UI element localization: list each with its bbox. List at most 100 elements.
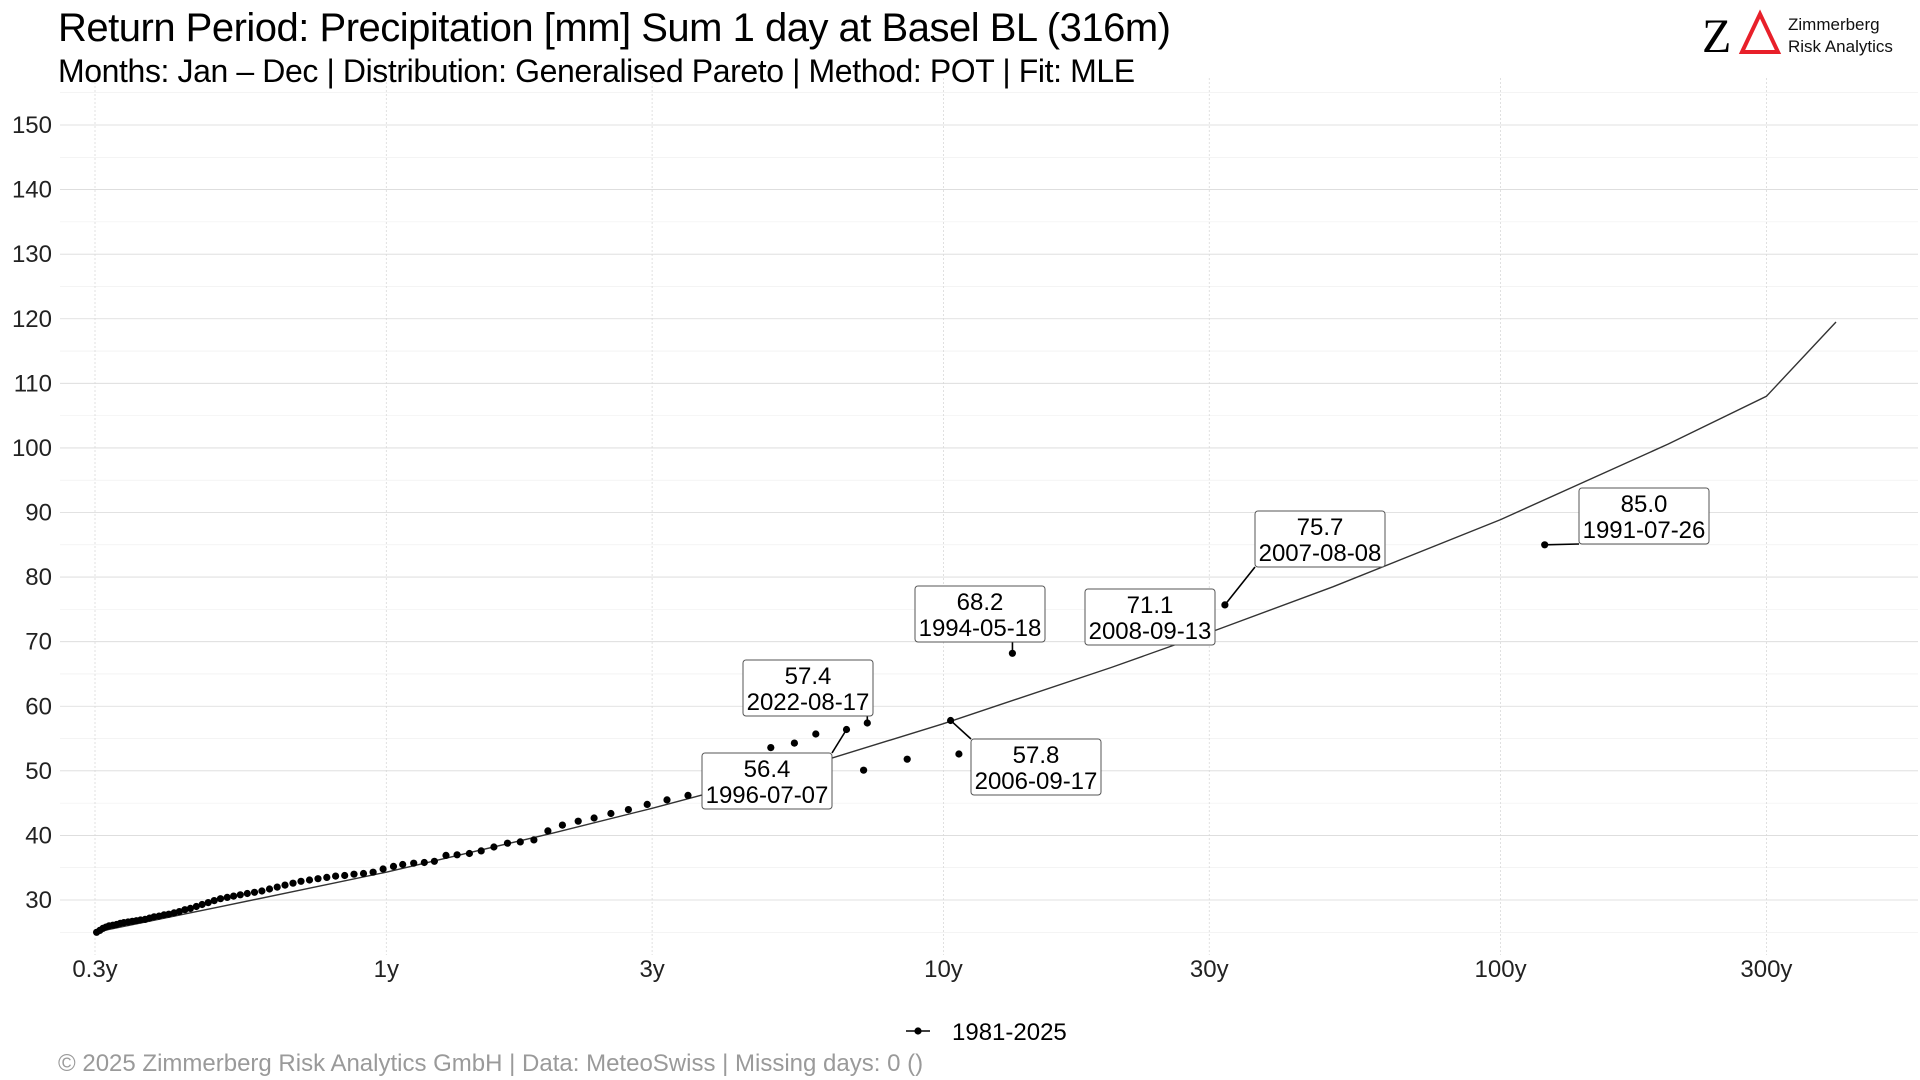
data-point xyxy=(181,906,189,914)
data-point xyxy=(350,870,358,878)
data-point xyxy=(442,851,450,860)
data-point xyxy=(236,891,244,899)
data-point xyxy=(503,839,512,847)
annotation-value: 71.1 xyxy=(1127,592,1174,619)
data-point xyxy=(643,800,651,809)
x-axis-ticks: 0.3y 1y 3y 10y 30y 100y 300y xyxy=(72,956,1792,983)
y-tick-label: 100 xyxy=(12,435,52,462)
data-point xyxy=(790,739,799,747)
data-point xyxy=(558,821,567,829)
y-tick-label: 80 xyxy=(25,564,52,591)
data-point xyxy=(410,859,418,867)
data-point xyxy=(243,889,251,898)
y-tick-label: 140 xyxy=(12,177,52,204)
chart-header: Return Period: Precipitation [mm] Sum 1 … xyxy=(58,4,1171,90)
x-tick-label: 30y xyxy=(1190,956,1229,983)
data-point xyxy=(323,873,331,882)
company-logo: Z Zimmerberg Risk Analytics xyxy=(1702,9,1893,62)
data-point xyxy=(273,883,281,891)
annotation-box xyxy=(970,738,1102,796)
data-point xyxy=(767,744,775,752)
annotation-box xyxy=(1254,510,1386,568)
data-point xyxy=(574,817,582,825)
data-point xyxy=(903,755,911,763)
annotation-leader xyxy=(950,719,972,740)
data-point xyxy=(379,865,387,873)
footer-credit: © 2025 Zimmerberg Risk Analytics GmbH | … xyxy=(58,1050,924,1077)
data-point xyxy=(860,766,868,774)
data-point xyxy=(663,796,671,804)
y-tick-label: 110 xyxy=(14,370,52,397)
y-tick-label: 150 xyxy=(12,112,52,139)
x-tick-label: 3y xyxy=(639,956,664,983)
annotation-leader xyxy=(1224,566,1256,606)
data-points xyxy=(93,541,1549,936)
y-tick-label: 120 xyxy=(12,306,52,333)
data-point xyxy=(297,877,305,885)
data-point xyxy=(175,908,183,916)
data-point xyxy=(305,876,314,884)
legend: 1981-2025 xyxy=(906,1019,1067,1046)
annotation-date: 2006-09-17 xyxy=(975,768,1098,795)
y-tick-label: 60 xyxy=(25,693,52,720)
y-tick-label: 50 xyxy=(25,758,52,785)
y-tick-label: 90 xyxy=(25,500,52,527)
y-tick-label: 40 xyxy=(25,822,52,849)
annotation-box xyxy=(742,659,874,717)
data-point xyxy=(230,892,238,900)
data-point xyxy=(281,881,289,889)
data-point xyxy=(430,857,438,865)
chart-subtitle: Months: Jan – Dec | Distribution: Genera… xyxy=(58,53,1135,89)
data-point xyxy=(216,895,225,903)
annotation-leader xyxy=(831,729,848,754)
data-point xyxy=(223,893,231,902)
data-point xyxy=(399,860,407,869)
data-point xyxy=(314,875,322,883)
data-point xyxy=(684,791,692,800)
data-point xyxy=(389,862,398,871)
chart-title: Return Period: Precipitation [mm] Sum 1 … xyxy=(58,6,1171,50)
y-axis-ticks: 30 40 50 60 70 80 90 100 110 120 130 140 150 xyxy=(12,112,52,914)
data-point xyxy=(607,809,615,818)
data-point xyxy=(1008,649,1017,657)
data-point xyxy=(544,827,552,835)
annotation-date: 2007-08-08 xyxy=(1259,540,1382,567)
data-point xyxy=(477,847,485,855)
logo-line1: Zimmerberg xyxy=(1788,15,1880,34)
x-tick-label: 10y xyxy=(924,956,963,983)
x-tick-label: 300y xyxy=(1740,956,1792,983)
data-point xyxy=(186,904,194,913)
data-point xyxy=(530,836,538,844)
data-point xyxy=(420,858,428,867)
legend-label: 1981-2025 xyxy=(952,1019,1067,1046)
legend-dot-marker xyxy=(914,1027,922,1035)
x-tick-label: 1y xyxy=(374,956,399,983)
data-point xyxy=(465,849,473,858)
y-tick-label: 30 xyxy=(25,887,52,914)
y-tick-label: 70 xyxy=(25,629,52,656)
data-point xyxy=(490,843,498,851)
logo-line2: Risk Analytics xyxy=(1788,37,1893,56)
annotation-value: 68.2 xyxy=(957,589,1004,616)
annotation-date: 1991-07-26 xyxy=(1583,517,1706,544)
svg-text:Z: Z xyxy=(1702,10,1731,62)
x-tick-label: 0.3y xyxy=(72,956,117,983)
data-point xyxy=(624,806,633,814)
annotation-date: 1994-05-18 xyxy=(919,615,1042,642)
data-point xyxy=(250,888,259,896)
data-point xyxy=(590,814,598,822)
annotation-value: 85.0 xyxy=(1621,491,1668,518)
annotation-box xyxy=(1084,588,1216,646)
annotation-value: 57.8 xyxy=(1013,742,1060,769)
data-point xyxy=(204,899,212,907)
annotation-leader xyxy=(1544,543,1580,546)
